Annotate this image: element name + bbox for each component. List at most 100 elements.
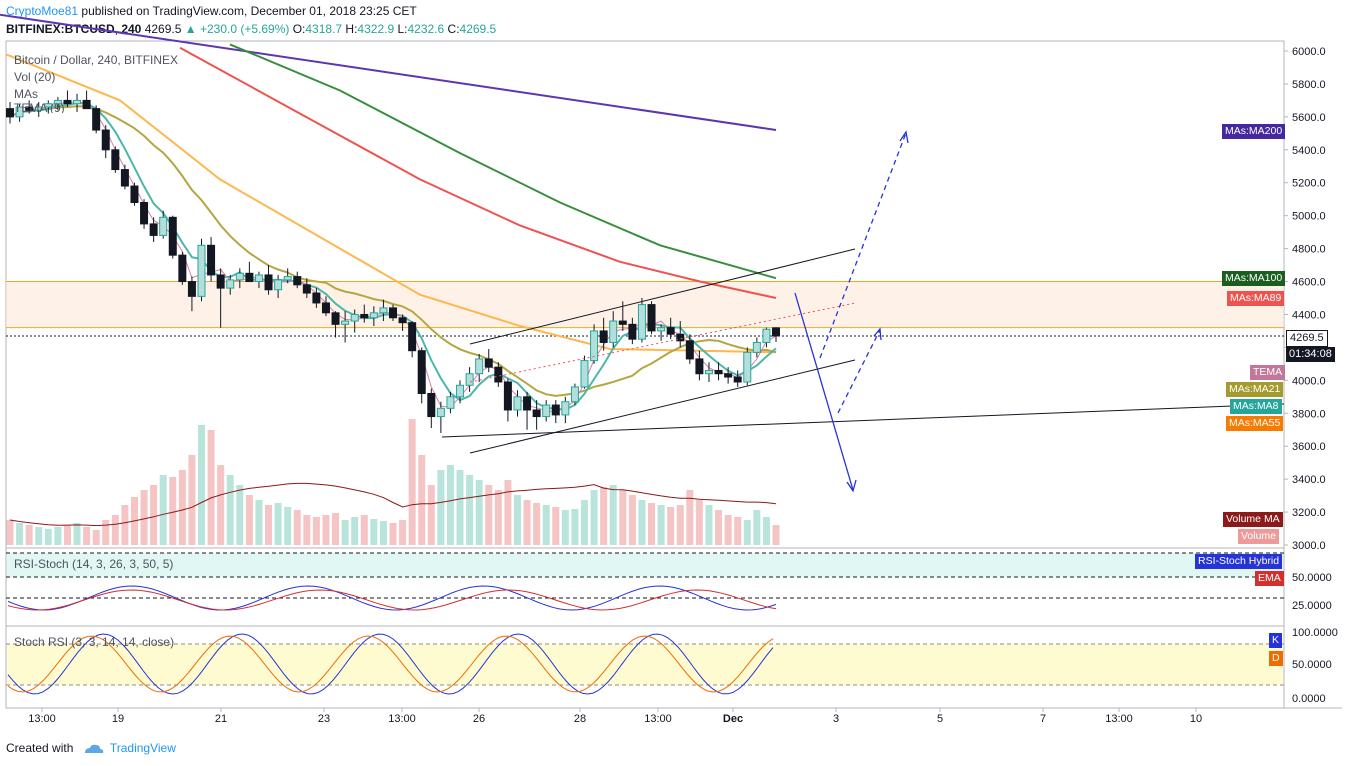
- volume-bar: [121, 505, 129, 545]
- volume-bar: [638, 500, 646, 545]
- candle-up: [456, 384, 465, 398]
- candle-down: [628, 323, 637, 340]
- stoch-rsi-legend: Stoch RSI (3, 3, 14, 14, close): [14, 635, 175, 649]
- high-value: 4322.9: [357, 22, 395, 36]
- ma100-line: [229, 43, 777, 280]
- volume-bar: [207, 430, 215, 545]
- volume-bar: [542, 505, 550, 545]
- volume-ma-line: [9, 482, 777, 527]
- time-tick-label: 13:00: [388, 713, 416, 725]
- volume-bar: [466, 475, 474, 545]
- candle-up: [704, 369, 713, 375]
- candle-down: [63, 99, 72, 105]
- volume-bar: [25, 525, 33, 545]
- candle-up: [570, 386, 579, 403]
- volume-bar: [581, 500, 588, 545]
- author-link[interactable]: CryptoMoe81: [6, 4, 79, 18]
- rsi-stoch-band: [7, 553, 1283, 577]
- volume-bar: [217, 465, 225, 545]
- price-tick-label: 5200.0: [1292, 178, 1326, 190]
- channel-midline[interactable]: [469, 302, 856, 383]
- volume-bar: [667, 507, 675, 545]
- time-tick-label: 26: [473, 713, 485, 725]
- candle-up: [465, 373, 474, 386]
- time-tick-label: 23: [318, 713, 330, 725]
- volume-bar: [360, 515, 368, 545]
- time-tick-label: 13:00: [644, 713, 672, 725]
- price-tick-label: 3200.0: [1292, 507, 1326, 519]
- volume-bar: [418, 455, 426, 545]
- tradingview-link[interactable]: TradingView: [109, 741, 176, 755]
- ma8-tag: MAs:MA8: [1230, 399, 1282, 414]
- volume-bar: [533, 503, 541, 545]
- candle-down: [92, 108, 101, 131]
- mas-legend: MAs: [14, 87, 38, 101]
- price-tick-label: 5600.0: [1292, 112, 1326, 124]
- candle-up: [235, 272, 244, 281]
- volume-bar: [92, 530, 100, 545]
- candle-down: [178, 254, 187, 283]
- time-tick-label: 21: [215, 713, 227, 725]
- support-trendline[interactable]: [441, 403, 1285, 438]
- candle-down: [484, 358, 493, 368]
- rsi-stoch-hybrid-line: [7, 585, 777, 611]
- price-tick-label: 5000.0: [1292, 211, 1326, 223]
- ma89-line: [179, 46, 777, 299]
- candle-up: [743, 351, 752, 383]
- channel-lower-line[interactable]: [469, 359, 856, 454]
- volume-bar: [485, 485, 493, 545]
- tema-legend: TEMA (9): [14, 101, 65, 113]
- candle-up: [762, 328, 771, 343]
- candle-down: [207, 244, 216, 276]
- volume-bar: [571, 509, 579, 545]
- volume-bar: [83, 527, 91, 545]
- volume-bar: [303, 515, 311, 545]
- volume-bar: [245, 495, 253, 545]
- candle-up: [446, 396, 455, 409]
- candle-down: [532, 409, 541, 418]
- volume-bar: [772, 525, 780, 545]
- created-with: Created with: [6, 741, 74, 755]
- candle-up: [379, 307, 388, 314]
- volume-bar: [446, 465, 454, 545]
- open-value: 4318.7: [305, 22, 343, 36]
- candle-down: [331, 312, 340, 325]
- candle-down: [216, 274, 225, 289]
- volume-bar: [35, 527, 43, 545]
- retest-arrowhead: [873, 327, 882, 341]
- volume-bar: [523, 500, 531, 545]
- candle-down: [676, 333, 685, 342]
- volume-bar: [312, 517, 320, 545]
- volume-bar: [322, 515, 330, 545]
- volume-bar: [332, 513, 340, 545]
- stoch-d-line: [7, 635, 774, 693]
- bearish-projection-arrow[interactable]: [794, 292, 854, 491]
- price-tick-label: 3600.0: [1292, 441, 1326, 453]
- stoch-rsi-band: [7, 644, 1283, 685]
- vol-legend: Vol (20): [14, 70, 56, 84]
- header-change: ▲ +230.0 (+5.69%): [184, 22, 290, 36]
- candle-up: [475, 358, 484, 375]
- candle-up: [283, 276, 292, 281]
- channel-upper-line[interactable]: [469, 248, 856, 345]
- candle-up: [637, 304, 646, 340]
- bullish-projection-arrow[interactable]: [819, 132, 907, 359]
- volume-bar: [753, 510, 761, 545]
- volume-bar: [351, 517, 359, 545]
- volume-bar: [648, 503, 656, 545]
- candle-down: [551, 404, 560, 416]
- candle-down: [264, 274, 273, 291]
- header-price: 4269.5: [144, 22, 182, 36]
- volume-tag: Volume: [1238, 529, 1280, 544]
- price-axis-ticks: 6000.0 5800.0 5600.0 5400.0 5200.0 5000.0 4800…: [1284, 46, 1338, 705]
- volume-bar: [762, 517, 770, 545]
- candle-down: [389, 307, 397, 319]
- volume-bar: [552, 507, 560, 545]
- publish-text: published on TradingView.com, December 0…: [81, 4, 417, 18]
- candle-down: [82, 99, 91, 110]
- volume-bar: [379, 521, 387, 545]
- volume-bar: [724, 515, 732, 545]
- retest-projection-arrow[interactable]: [837, 329, 881, 414]
- rsi-hybrid-tag: RSI-Stoch Hybrid: [1195, 554, 1283, 569]
